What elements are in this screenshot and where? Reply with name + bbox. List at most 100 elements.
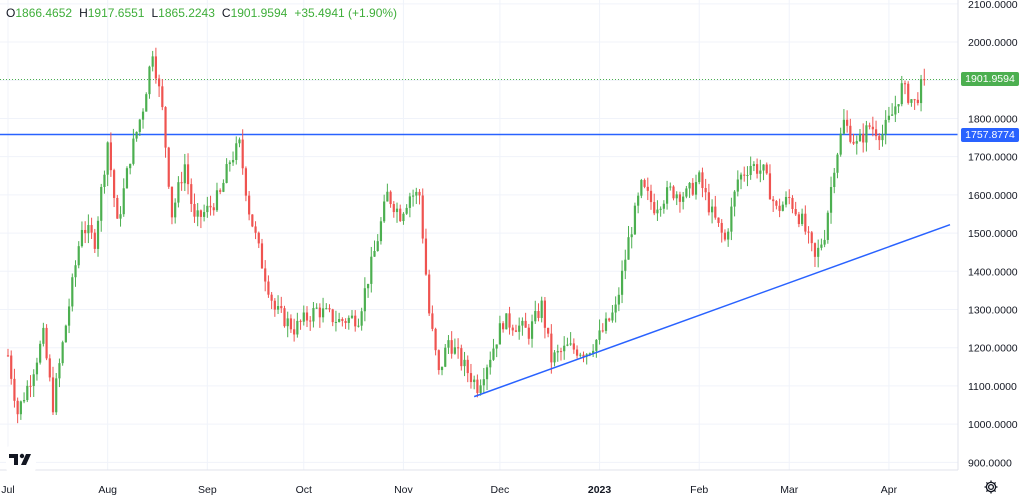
- x-tick-label: Sep: [198, 484, 217, 496]
- candle: [32, 369, 35, 397]
- candle: [817, 239, 820, 268]
- candle: [620, 260, 624, 304]
- candle: [833, 167, 836, 194]
- candle: [572, 338, 575, 354]
- candle-body: [884, 119, 887, 135]
- candle: [556, 344, 559, 362]
- trend-line[interactable]: [473, 223, 951, 398]
- high-value: 1917.6551: [87, 6, 145, 20]
- candle-body: [637, 195, 640, 206]
- candle-body: [373, 250, 376, 257]
- candle: [280, 296, 283, 313]
- candle: [543, 297, 547, 339]
- candle-body: [595, 339, 598, 351]
- candle-body: [206, 205, 209, 213]
- candle: [604, 312, 608, 334]
- candle-body: [193, 203, 196, 217]
- candle: [267, 275, 270, 298]
- candle: [910, 99, 913, 107]
- candle: [164, 106, 167, 158]
- candle: [498, 315, 501, 345]
- x-tick-label: Jul: [1, 484, 14, 496]
- candle: [64, 324, 67, 343]
- candle: [373, 240, 376, 257]
- candle: [691, 178, 694, 196]
- candle: [736, 170, 739, 197]
- candle-body: [225, 164, 228, 183]
- candle: [527, 323, 530, 345]
- candle: [598, 319, 601, 345]
- candle-body: [784, 196, 788, 205]
- candle: [61, 340, 64, 366]
- candle: [897, 104, 900, 114]
- tradingview-logo-icon[interactable]: [6, 446, 36, 472]
- candle: [366, 283, 370, 298]
- candle-body: [505, 313, 508, 330]
- candle-body: [444, 347, 447, 367]
- candle-body: [6, 355, 10, 357]
- candle: [174, 198, 177, 224]
- candle-body: [80, 229, 84, 247]
- candle: [376, 234, 379, 252]
- candle: [460, 344, 463, 371]
- candle-body: [858, 133, 862, 142]
- candle: [386, 183, 389, 202]
- candle-body: [617, 294, 620, 305]
- candle: [592, 344, 595, 358]
- candle: [296, 312, 299, 338]
- candle-body: [421, 195, 424, 239]
- candle-body: [765, 164, 768, 174]
- candle-body: [627, 237, 630, 260]
- candle: [733, 190, 736, 217]
- candle-body: [862, 133, 865, 143]
- candle: [585, 353, 588, 365]
- y-tick-label: 1400.0000: [968, 266, 1018, 278]
- candle: [154, 47, 157, 84]
- candle: [730, 197, 733, 241]
- candle: [13, 368, 16, 408]
- candle-body: [22, 400, 26, 402]
- candle-body: [810, 232, 813, 244]
- candle-body: [235, 143, 238, 160]
- candle-body: [48, 358, 51, 378]
- candle-body: [428, 274, 431, 314]
- candle-body: [45, 327, 48, 359]
- candle: [466, 355, 469, 383]
- candle-body: [543, 300, 547, 328]
- candle-body: [669, 186, 672, 188]
- candle-body: [395, 208, 399, 213]
- candle: [569, 332, 572, 346]
- candle: [862, 123, 865, 153]
- candle-body: [293, 329, 296, 335]
- candle: [482, 367, 485, 393]
- candle: [225, 158, 228, 184]
- candle: [129, 163, 132, 175]
- candle-body: [592, 350, 595, 354]
- candle-body: [685, 188, 688, 197]
- candle-body: [112, 170, 116, 198]
- gear-icon[interactable]: [983, 479, 999, 495]
- candle-body: [659, 208, 662, 210]
- candle-body: [67, 306, 71, 326]
- candle-body: [273, 300, 276, 310]
- candle-body: [186, 164, 190, 185]
- candle: [90, 217, 93, 240]
- candle: [492, 338, 495, 361]
- candle-body: [582, 354, 585, 357]
- candle: [334, 310, 338, 332]
- candle-body: [199, 210, 203, 217]
- candle: [199, 209, 203, 229]
- candle-body: [530, 321, 534, 339]
- candle-body: [440, 366, 444, 371]
- candle-body: [16, 400, 19, 415]
- candle-body: [347, 317, 350, 323]
- candle: [688, 181, 691, 198]
- candle: [177, 176, 180, 208]
- y-tick-label: 1100.0000: [968, 381, 1017, 393]
- open-label: O: [6, 6, 16, 20]
- candle: [829, 176, 833, 224]
- candle: [145, 92, 148, 112]
- candle: [235, 136, 238, 165]
- y-tick-label: 1700.0000: [968, 152, 1018, 164]
